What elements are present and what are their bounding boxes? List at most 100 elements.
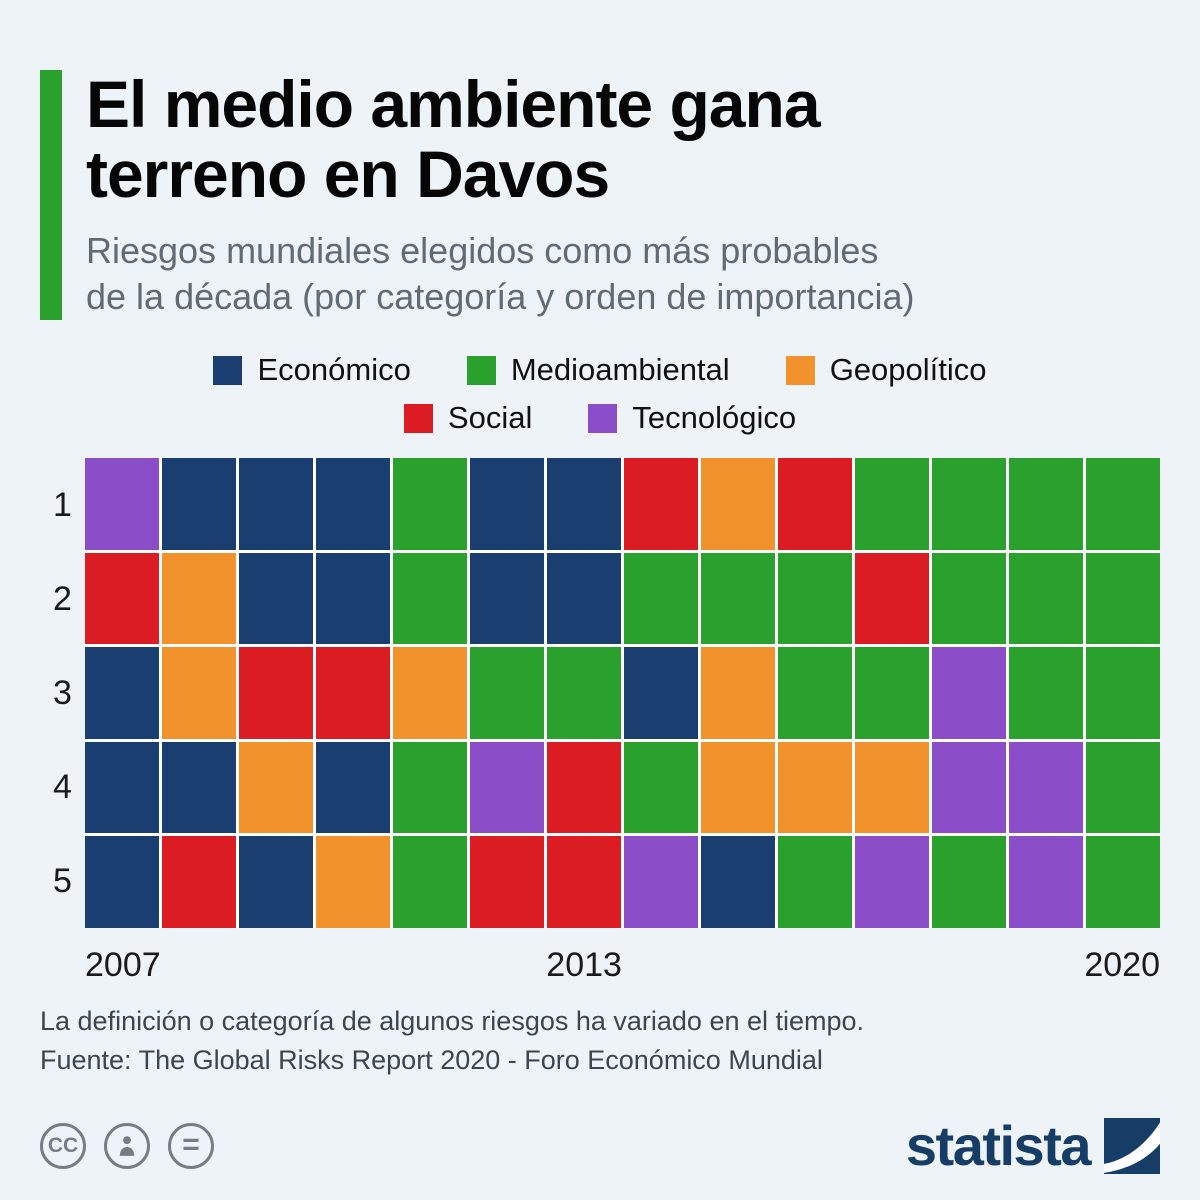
statista-logo[interactable]: statista bbox=[906, 1118, 1160, 1174]
cell-2012-rank3-medioambiental bbox=[470, 647, 544, 739]
cell-2011-rank2-medioambiental bbox=[393, 552, 467, 645]
cell-2008-rank1-economico bbox=[162, 458, 236, 550]
cell-2018-rank2-medioambiental bbox=[932, 552, 1006, 645]
cell-2010-rank3-social bbox=[316, 647, 390, 739]
cell-2010-rank1-economico bbox=[316, 458, 390, 550]
no-derivatives-icon[interactable]: = bbox=[168, 1123, 214, 1169]
legend-label-social: Social bbox=[447, 400, 533, 436]
statista-wordmark: statista bbox=[905, 1114, 1092, 1177]
legend-swatch-medioambiental bbox=[466, 355, 496, 385]
header-text: El medio ambiente gana terreno en Davos … bbox=[86, 67, 1160, 320]
cell-2007-rank1-tecnologico bbox=[85, 458, 159, 550]
cell-2014-rank5-tecnologico bbox=[624, 836, 698, 929]
footnote-note: La definición o categoría de algunos rie… bbox=[40, 1006, 865, 1037]
cell-2018-rank5-medioambiental bbox=[932, 836, 1006, 929]
year-tick-2020: 2020 bbox=[1084, 946, 1160, 985]
cell-2020-rank3-medioambiental bbox=[1086, 647, 1160, 739]
statista-logo-mark bbox=[1104, 1118, 1160, 1174]
cell-2018-rank4-tecnologico bbox=[932, 741, 1006, 834]
header: El medio ambiente gana terreno en Davos … bbox=[0, 0, 1200, 321]
cell-2007-rank2-social bbox=[85, 552, 159, 645]
legend-swatch-geopolitico bbox=[785, 355, 815, 385]
cell-2014-rank1-social bbox=[624, 458, 698, 550]
cell-2011-rank4-medioambiental bbox=[393, 741, 467, 834]
legend-row-2: Social Tecnológico bbox=[403, 400, 796, 436]
cell-2013-rank3-medioambiental bbox=[547, 647, 621, 739]
cell-2011-rank5-medioambiental bbox=[393, 836, 467, 929]
cell-2012-rank4-tecnologico bbox=[470, 741, 544, 834]
cell-2019-rank1-medioambiental bbox=[1009, 458, 1083, 550]
cell-2017-rank1-medioambiental bbox=[855, 458, 929, 550]
cell-2012-rank2-economico bbox=[470, 552, 544, 645]
cell-2014-rank3-economico bbox=[624, 647, 698, 739]
rank-label-5: 5 bbox=[53, 861, 72, 900]
rank-label-4: 4 bbox=[53, 767, 72, 806]
subtitle-line-1: Riesgos mundiales elegidos como más prob… bbox=[86, 229, 879, 271]
legend-label-geopolitico: Geopolítico bbox=[829, 352, 987, 388]
cell-2009-rank3-social bbox=[239, 647, 313, 739]
cell-2016-rank3-medioambiental bbox=[778, 647, 852, 739]
cc-icon[interactable]: CC bbox=[40, 1123, 86, 1169]
cell-2020-rank2-medioambiental bbox=[1086, 552, 1160, 645]
risk-chart: 1 2 3 4 5 bbox=[40, 458, 1160, 929]
cell-2015-rank5-economico bbox=[701, 836, 775, 929]
cell-2008-rank4-economico bbox=[162, 741, 236, 834]
footnote-source: Fuente: The Global Risks Report 2020 - F… bbox=[40, 1045, 823, 1076]
year-tick-2013: 2013 bbox=[546, 946, 622, 985]
cell-2012-rank5-social bbox=[470, 836, 544, 929]
legend-swatch-economico bbox=[213, 355, 243, 385]
cell-2020-rank4-medioambiental bbox=[1086, 741, 1160, 834]
footer: CC = statista bbox=[40, 1118, 1160, 1174]
legend-item-medioambiental: Medioambiental bbox=[466, 352, 730, 388]
cell-2013-rank2-economico bbox=[547, 552, 621, 645]
cell-2009-rank2-economico bbox=[239, 552, 313, 645]
cell-2008-rank5-social bbox=[162, 836, 236, 929]
title-line-2: terreno en Davos bbox=[86, 136, 610, 211]
cell-2016-rank1-social bbox=[778, 458, 852, 550]
cc-license-badges: CC = bbox=[40, 1123, 214, 1169]
cell-2020-rank5-medioambiental bbox=[1086, 836, 1160, 929]
cell-2015-rank2-medioambiental bbox=[701, 552, 775, 645]
rank-label-3: 3 bbox=[53, 673, 72, 712]
cell-2019-rank2-medioambiental bbox=[1009, 552, 1083, 645]
cell-2008-rank3-geopolitico bbox=[162, 647, 236, 739]
legend-label-medioambiental: Medioambiental bbox=[510, 352, 730, 388]
cell-2009-rank5-economico bbox=[239, 836, 313, 929]
cell-2010-rank4-economico bbox=[316, 741, 390, 834]
legend-swatch-tecnologico bbox=[588, 403, 618, 433]
title-line-1: El medio ambiente gana bbox=[86, 67, 821, 141]
cell-2013-rank4-social bbox=[547, 741, 621, 834]
cell-2016-rank2-medioambiental bbox=[778, 552, 852, 645]
page-subtitle: Riesgos mundiales elegidos como más prob… bbox=[86, 228, 1160, 320]
footnotes: La definición o categoría de algunos rie… bbox=[40, 1002, 1160, 1080]
cell-2017-rank5-tecnologico bbox=[855, 836, 929, 929]
legend-row-1: Económico Medioambiental Geopolítico bbox=[213, 352, 987, 388]
cell-2013-rank5-social bbox=[547, 836, 621, 929]
subtitle-line-2: de la década (por categoría y orden de i… bbox=[86, 275, 915, 317]
cell-2018-rank1-medioambiental bbox=[932, 458, 1006, 550]
cell-2012-rank1-economico bbox=[470, 458, 544, 550]
cell-2008-rank2-geopolitico bbox=[162, 552, 236, 645]
cell-2019-rank4-tecnologico bbox=[1009, 741, 1083, 834]
legend-item-social: Social bbox=[403, 400, 533, 436]
cell-2010-rank5-geopolitico bbox=[316, 836, 390, 929]
cell-2019-rank3-medioambiental bbox=[1009, 647, 1083, 739]
cell-2007-rank4-economico bbox=[85, 741, 159, 834]
cell-2017-rank4-geopolitico bbox=[855, 741, 929, 834]
rank-label-1: 1 bbox=[53, 485, 72, 524]
cell-2009-rank4-geopolitico bbox=[239, 741, 313, 834]
attribution-person-icon[interactable] bbox=[104, 1123, 150, 1169]
legend-swatch-social bbox=[403, 403, 433, 433]
cell-2016-rank4-geopolitico bbox=[778, 741, 852, 834]
cell-2010-rank2-economico bbox=[316, 552, 390, 645]
cell-2011-rank3-geopolitico bbox=[393, 647, 467, 739]
cell-2007-rank3-economico bbox=[85, 647, 159, 739]
cell-2018-rank3-tecnologico bbox=[932, 647, 1006, 739]
page-title: El medio ambiente gana terreno en Davos bbox=[86, 67, 1160, 211]
legend-label-tecnologico: Tecnológico bbox=[632, 400, 797, 436]
legend-item-tecnologico: Tecnológico bbox=[588, 400, 796, 436]
cell-2019-rank5-tecnologico bbox=[1009, 836, 1083, 929]
cell-2015-rank1-geopolitico bbox=[701, 458, 775, 550]
legend-item-economico: Económico bbox=[213, 352, 411, 388]
